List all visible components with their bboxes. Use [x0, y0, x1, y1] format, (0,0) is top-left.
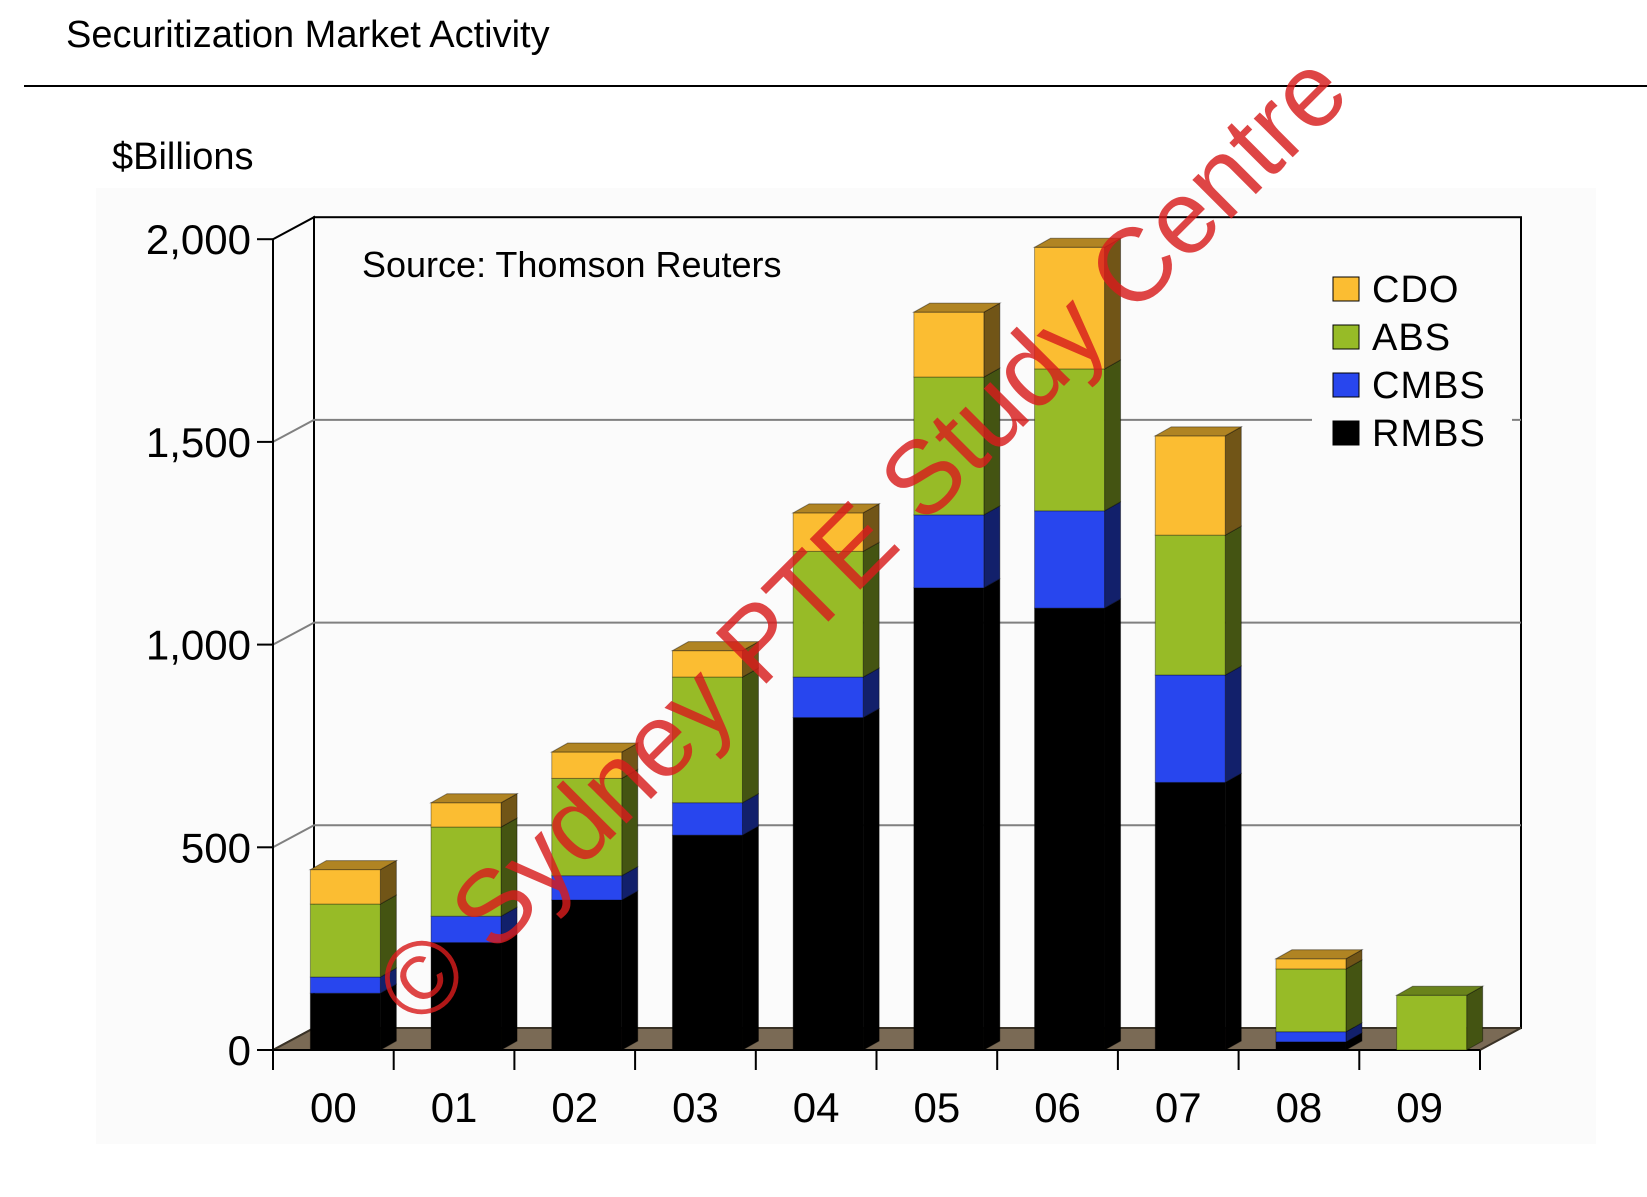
source-note: Source: Thomson Reuters: [362, 244, 782, 285]
title-divider: [24, 85, 1647, 87]
bar-stack: [1032, 237, 1123, 1051]
bar-segment-cmbs: [792, 676, 864, 719]
bar-segment-cdo: [430, 802, 502, 828]
bar-segment-cdo: [1275, 958, 1347, 970]
bar-top: [911, 302, 1002, 313]
legend-label-cdo: CDO: [1372, 269, 1459, 311]
y-axis-label: $Billions: [112, 136, 254, 178]
bar-stack: [308, 859, 399, 1051]
bar-segment-rmbs: [430, 942, 502, 1051]
legend-swatch-rmbs: [1332, 420, 1360, 446]
legend-swatch-cmbs: [1332, 372, 1360, 398]
y-tick-label: 2,000: [146, 216, 251, 263]
bar-segment-side-rmbs: [862, 707, 880, 1051]
bar-segment-rmbs: [671, 834, 743, 1051]
bar-top: [549, 742, 640, 753]
y-tick-label: 1,000: [146, 622, 251, 669]
bar-top: [1394, 985, 1485, 996]
bar-segment-abs: [1034, 368, 1106, 512]
bar-segment-side-abs: [1345, 959, 1363, 1033]
bar-segment-rmbs: [1034, 607, 1106, 1051]
bar-stack: [1274, 948, 1364, 1051]
bar-segment-cmbs: [430, 915, 502, 944]
bar-segment-side-cmbs: [983, 505, 1001, 589]
bar-top: [308, 860, 399, 871]
bar-segment-cdo: [309, 869, 381, 905]
x-tick-label: 02: [551, 1084, 598, 1131]
bar-segment-side-abs: [1466, 985, 1484, 1051]
bar-segment-cmbs: [913, 514, 985, 589]
bar-segment-abs: [1154, 534, 1226, 676]
bar-segment-rmbs: [913, 587, 985, 1051]
bar-segment-side-cmbs: [1224, 665, 1242, 784]
bar-segment-side-rmbs: [621, 890, 639, 1051]
bar-segment-rmbs: [1154, 781, 1226, 1051]
bar-top: [1274, 949, 1364, 960]
bar-stack: [549, 742, 640, 1051]
x-tick-label: 08: [1276, 1084, 1323, 1131]
page-title: Securitization Market Activity: [66, 14, 550, 56]
bar-top: [429, 793, 519, 804]
bar-segment-cdo: [1034, 246, 1106, 370]
x-tick-label: 03: [672, 1084, 719, 1131]
bar-segment-side-rmbs: [741, 825, 759, 1051]
bar-segment-rmbs: [551, 899, 623, 1051]
bar-segment-rmbs: [1275, 1041, 1347, 1051]
bar-segment-abs: [792, 550, 864, 678]
bar-segment-side-rmbs: [983, 577, 1001, 1051]
bar-segment-cmbs: [1154, 674, 1226, 783]
y-tick-label: 0: [228, 1027, 251, 1074]
legend-label-rmbs: RMBS: [1372, 413, 1486, 455]
bar-stack: [791, 502, 882, 1051]
x-tick-label: 07: [1155, 1084, 1202, 1131]
x-tick-label: 01: [431, 1084, 478, 1131]
x-tick-label: 06: [1034, 1084, 1081, 1131]
bar-top: [1032, 237, 1123, 248]
bar-segment-abs: [913, 376, 985, 516]
bar-top: [1153, 426, 1244, 437]
bar-segment-abs: [430, 826, 502, 917]
bar-segment-cmbs: [1275, 1031, 1347, 1043]
x-tick-label: 00: [310, 1084, 357, 1131]
y-tick-label: 500: [181, 824, 251, 871]
bar-stack: [1394, 985, 1485, 1051]
bar-segment-side-rmbs: [1104, 598, 1122, 1051]
bar-segment-abs: [1396, 994, 1468, 1051]
bar-stack: [429, 792, 519, 1051]
bar-segment-cdo: [792, 512, 864, 552]
bar-segment-side-abs: [1104, 359, 1122, 512]
x-tick-label: 04: [793, 1084, 840, 1131]
bar-segment-abs: [1275, 968, 1347, 1033]
bar-stack: [911, 302, 1002, 1051]
bar-segment-side-cdo: [1224, 425, 1242, 536]
x-tick-label: 05: [913, 1084, 960, 1131]
bar-stack: [670, 640, 761, 1051]
bar-segment-abs: [309, 903, 381, 978]
bar-segment-rmbs: [309, 992, 381, 1051]
bar-top: [791, 503, 882, 514]
bar-segment-rmbs: [792, 717, 864, 1051]
bar-segment-cmbs: [1034, 510, 1106, 609]
y-tick-label: 1,500: [146, 419, 251, 466]
bar-segment-cdo: [671, 650, 743, 678]
bar-stack: [1153, 425, 1244, 1051]
bar-segment-cdo: [551, 751, 623, 779]
bar-segment-side-cmbs: [1104, 500, 1122, 609]
bar-segment-side-rmbs: [1224, 772, 1242, 1051]
legend: CDO ABS CMBS RMBS: [1312, 258, 1512, 458]
legend-label-cmbs: CMBS: [1372, 365, 1486, 407]
x-tick-label: 09: [1396, 1084, 1443, 1131]
bar-segment-abs: [551, 777, 623, 877]
bar-segment-abs: [671, 676, 743, 804]
bar-segment-cdo: [1154, 435, 1226, 536]
legend-swatch-cdo: [1332, 276, 1360, 302]
bar-segment-side-abs: [1224, 525, 1242, 676]
legend-swatch-abs: [1332, 324, 1360, 350]
bar-segment-cmbs: [671, 802, 743, 836]
legend-label-abs: ABS: [1372, 317, 1451, 359]
bar-top: [670, 641, 761, 652]
